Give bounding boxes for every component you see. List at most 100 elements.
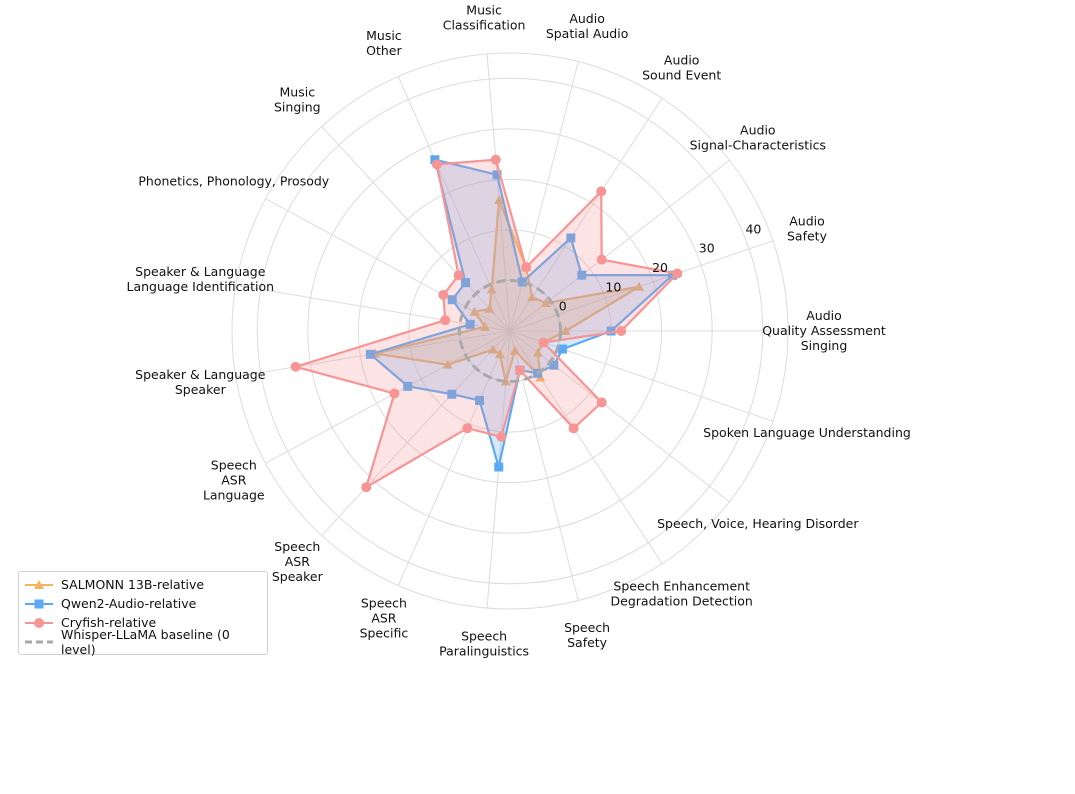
data-point-triangle (494, 349, 505, 359)
category-label: Music Singing (274, 85, 321, 115)
data-point-circle (361, 482, 372, 493)
data-point-triangle (494, 195, 505, 205)
category-label: Music Classification (443, 3, 526, 33)
category-label: Audio Spatial Audio (546, 11, 629, 41)
legend-item-cryfish: Cryfish-relative (25, 613, 267, 632)
category-label: Phonetics, Phonology, Prosody (138, 174, 329, 189)
legend-item-baseline: Whisper-LLaMA baseline (0 level) (25, 627, 267, 657)
category-label: Speaker & Language Speaker (135, 367, 266, 397)
data-point-circle (462, 423, 473, 434)
grid-spoke (321, 330, 511, 536)
grid-spoke (509, 330, 774, 422)
data-point-square (558, 344, 568, 354)
data-point-triangle (480, 321, 491, 331)
category-label: Speech ASR Specific (360, 596, 409, 641)
square-marker-icon (25, 599, 53, 608)
data-point-triangle (487, 344, 498, 354)
category-label: Audio Signal-Characteristics (690, 123, 826, 153)
data-point-square (549, 360, 559, 370)
series-line (294, 158, 679, 489)
data-point-triangle (486, 284, 497, 294)
legend-label-qwen2: Qwen2-Audio-relative (61, 596, 197, 611)
data-point-circle (440, 315, 451, 326)
radial-tick-label: 20 (652, 260, 668, 275)
data-point-triangle (500, 376, 511, 386)
data-point-circle (290, 361, 301, 372)
data-point-triangle (634, 281, 645, 291)
grid-spoke (509, 330, 730, 503)
grid-spoke (265, 330, 511, 464)
category-label: Music Other (366, 28, 402, 58)
category-label: Speech, Voice, Hearing Disorder (657, 516, 859, 531)
radial-tick-label: 40 (745, 221, 761, 236)
data-point-triangle (532, 347, 543, 357)
legend-label-baseline: Whisper-LLaMA baseline (0 level) (61, 626, 230, 657)
grid-spoke (509, 240, 774, 332)
category-label: Speech ASR Language (203, 457, 265, 502)
data-point-circle (431, 159, 442, 170)
series-layer (290, 154, 683, 493)
data-point-square (460, 278, 470, 288)
data-point-square (668, 270, 678, 280)
category-label: Speech Enhancement Degradation Detection (611, 578, 753, 608)
dashed-line-icon (25, 640, 53, 643)
category-label: Audio Sound Event (642, 53, 721, 83)
data-point-square (447, 389, 457, 399)
category-label: Audio Quality Assessment Singing (762, 308, 886, 353)
grid-spoke (321, 126, 511, 332)
data-point-square (465, 319, 475, 329)
data-point-triangle (560, 326, 571, 335)
grid-spoke (235, 284, 511, 332)
data-point-circle (568, 423, 579, 434)
grid-spoke (265, 198, 511, 332)
series-area (375, 200, 640, 382)
data-point-circle (389, 388, 400, 399)
data-point-circle (596, 186, 607, 197)
category-labels: Audio Quality Assessment Singing Audio Safet… (126, 3, 910, 659)
grid-spoke (486, 53, 511, 332)
legend-label-salmonn: SALMONN 13B-relative (61, 577, 205, 592)
data-point-square (494, 462, 504, 472)
data-point-square (475, 395, 485, 405)
legend-item-qwen2: Qwen2-Audio-relative (25, 594, 267, 613)
legend: SALMONN 13B-relative Qwen2-Audio-relativ… (18, 571, 268, 657)
circle-marker-icon (25, 617, 53, 628)
data-point-triangle (442, 359, 453, 369)
data-point-triangle (527, 292, 538, 302)
data-point-square (517, 277, 527, 287)
radial-tick-label: 10 (605, 279, 621, 294)
data-point-circle (514, 365, 525, 376)
series-area (295, 159, 678, 488)
data-point-circle (496, 431, 507, 442)
data-point-circle (596, 254, 607, 265)
triangle-marker-icon (25, 579, 53, 589)
grid-spoke (397, 330, 511, 586)
category-label: Speech Safety (564, 620, 610, 650)
category-label: Speech ASR Speaker (272, 539, 324, 584)
data-point-square (566, 233, 576, 243)
data-point-circle (616, 326, 627, 336)
category-label: Speech Paralinguistics (439, 628, 529, 658)
data-point-circle (453, 270, 464, 281)
data-point-square (365, 349, 375, 359)
grid-spoke (509, 97, 663, 332)
grid-spoke (509, 330, 579, 601)
data-point-square (403, 381, 413, 391)
baseline-circle (457, 278, 563, 384)
radial-tick-labels: 0 10 20 30 40 (559, 221, 762, 313)
radial-tick-label: 30 (699, 241, 715, 256)
radial-tick-label: 0 (559, 299, 567, 314)
data-point-triangle (540, 298, 551, 308)
data-point-square (606, 326, 616, 336)
category-label: Audio Safety (787, 214, 828, 244)
data-point-triangle (469, 306, 480, 316)
category-label: Spoken Language Understanding (703, 425, 911, 440)
category-label: Speaker & Language Language Identificatio… (126, 264, 274, 294)
data-point-circle (672, 268, 683, 279)
data-point-circle (521, 262, 532, 273)
legend-label-cryfish: Cryfish-relative (61, 615, 157, 630)
data-point-square (430, 155, 440, 165)
data-point-circle (490, 154, 501, 165)
data-point-square (447, 295, 457, 305)
